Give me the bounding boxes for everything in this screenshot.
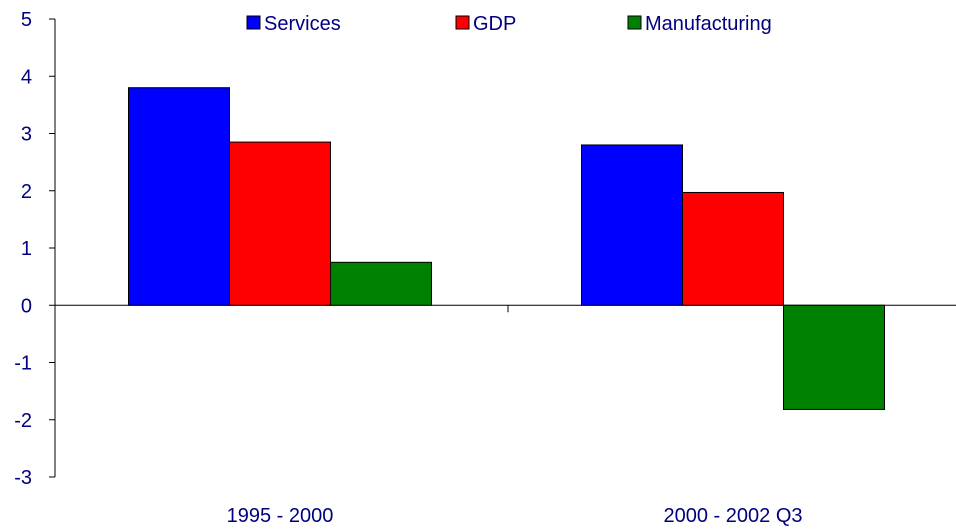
category-label: 1995 - 2000 (227, 505, 334, 527)
y-tick-label: 5 (21, 9, 32, 31)
legend-label: GDP (473, 13, 516, 35)
bar-services (581, 144, 683, 306)
bar-services (128, 87, 230, 306)
bar-manufacturing (783, 304, 885, 410)
y-tick-label: 1 (21, 238, 32, 260)
legend: Services GDP Manufacturing (246, 13, 772, 35)
legend-swatch (455, 15, 470, 30)
bar-gdp (229, 141, 331, 306)
legend-swatch (627, 15, 642, 30)
y-axis-ticks: -3 -2 -1 0 1 2 3 4 5 (14, 9, 55, 489)
bar-gdp (682, 191, 784, 306)
x-axis-labels: 1995 - 2000 2000 - 2002 Q3 (227, 505, 803, 527)
y-tick-label: 0 (21, 295, 32, 317)
legend-label: Services (264, 13, 341, 35)
y-tick-label: -2 (14, 410, 32, 432)
legend-label: Manufacturing (645, 13, 772, 35)
y-tick-label: 2 (21, 181, 32, 203)
y-tick-label: 4 (21, 66, 32, 88)
category-label: 2000 - 2002 Q3 (664, 505, 803, 527)
y-tick-label: 3 (21, 124, 32, 146)
bars (128, 87, 885, 410)
bar-manufacturing (330, 261, 432, 306)
y-tick-label: -1 (14, 353, 32, 375)
legend-swatch (246, 15, 261, 30)
y-tick-label: -3 (14, 467, 32, 489)
